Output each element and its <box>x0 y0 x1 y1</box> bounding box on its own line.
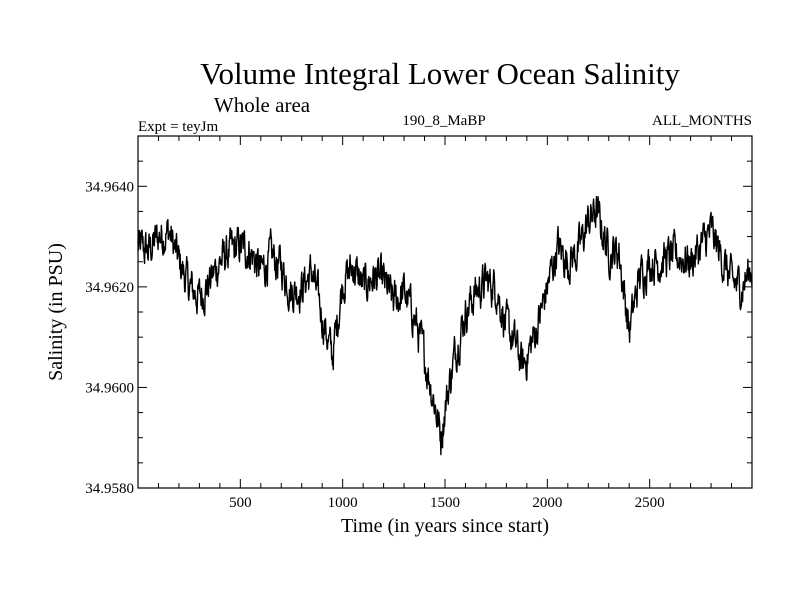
x-tick-label: 2000 <box>532 495 562 511</box>
experiment-label: Expt = teyJm <box>138 119 218 135</box>
y-axis-label: Salinity (in PSU) <box>45 243 67 381</box>
chart-title: Volume Integral Lower Ocean Salinity <box>200 56 680 91</box>
salinity-series-line <box>137 195 753 456</box>
x-tick-label: 1000 <box>328 495 358 511</box>
y-tick-label: 34.9640 <box>85 179 134 195</box>
axis-ticks: 500 1000 1500 2000 2500 34.9580 34.9600 34.9620… <box>85 135 752 511</box>
x-tick-label: 500 <box>229 495 252 511</box>
chart-subtitle: Whole area <box>214 93 311 117</box>
x-axis-label: Time (in years since start) <box>341 515 549 537</box>
x-tick-label: 2500 <box>635 495 665 511</box>
y-tick-label: 34.9620 <box>85 280 134 296</box>
y-tick-label: 34.9600 <box>85 380 134 396</box>
months-label: ALL_MONTHS <box>652 113 752 129</box>
x-tick-label: 1500 <box>430 495 460 511</box>
plot-frame <box>137 135 753 489</box>
period-label: 190_8_MaBP <box>402 113 485 129</box>
y-tick-label: 34.9580 <box>85 481 134 497</box>
